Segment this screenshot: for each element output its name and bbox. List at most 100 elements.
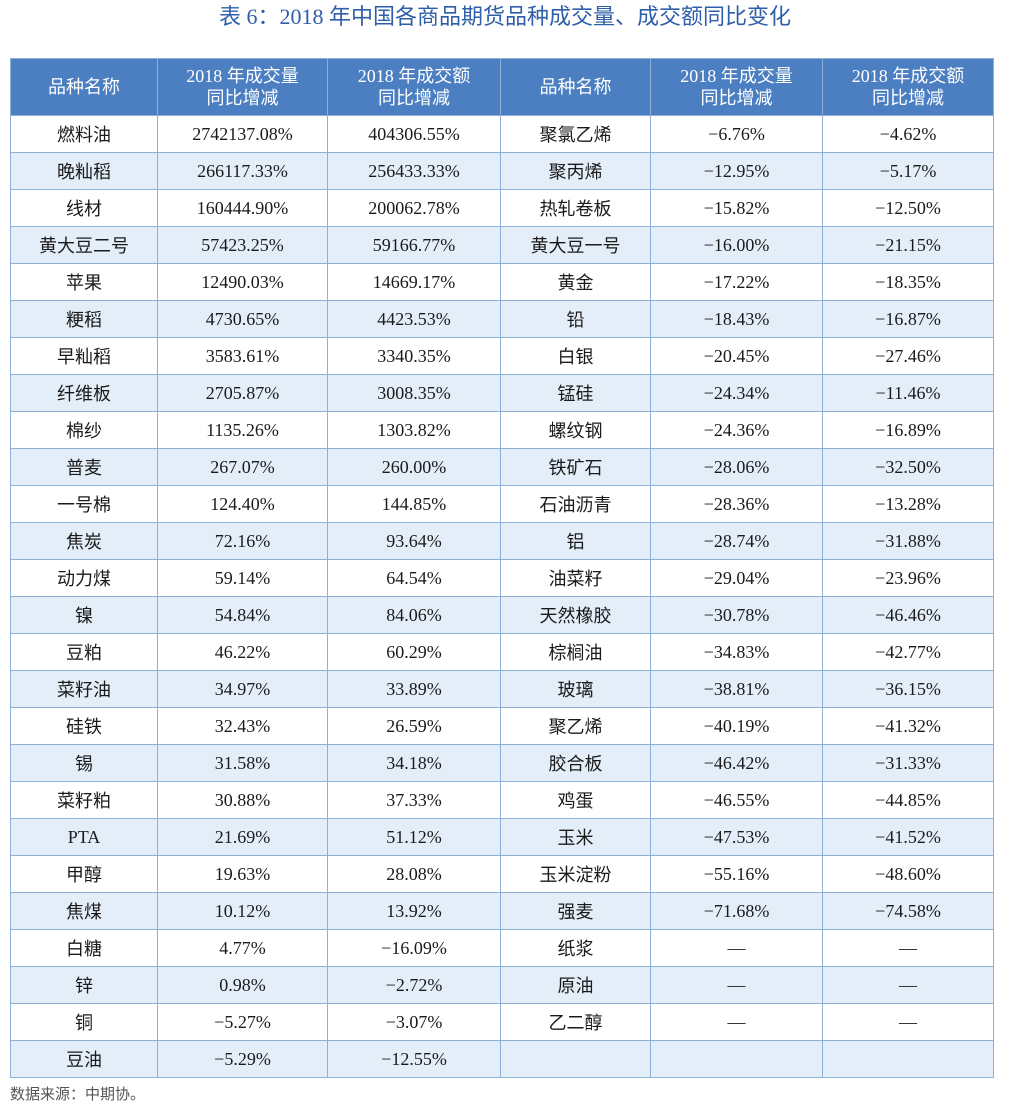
table-cell: 267.07% xyxy=(157,448,328,486)
table-cell: 豆粕 xyxy=(10,633,158,671)
table-cell: −46.42% xyxy=(650,744,823,782)
table-cell: −6.76% xyxy=(650,115,823,153)
table-cell: 64.54% xyxy=(327,559,501,597)
table-cell: 粳稻 xyxy=(10,300,158,338)
table-cell: −15.82% xyxy=(650,189,823,227)
header-line: 同比增减 xyxy=(700,88,773,108)
table-row: 白糖 4.77% −16.09% 纸浆 — — xyxy=(10,929,994,967)
table-cell: 菜籽油 xyxy=(10,670,158,708)
table-cell: 0.98% xyxy=(157,966,328,1004)
table-cell: 59166.77% xyxy=(327,226,501,264)
table-row: 粳稻 4730.65% 4423.53% 铅 −18.43% −16.87% xyxy=(10,300,994,338)
table-cell: −16.89% xyxy=(822,411,994,449)
table-row: 线材 160444.90% 200062.78% 热轧卷板 −15.82% −12.50% xyxy=(10,189,994,227)
table-cell: 白糖 xyxy=(10,929,158,967)
table-cell: 动力煤 xyxy=(10,559,158,597)
table-cell: −28.36% xyxy=(650,485,823,523)
table-cell: −16.87% xyxy=(822,300,994,338)
table-cell: 72.16% xyxy=(157,522,328,560)
table-cell: 14669.17% xyxy=(327,263,501,301)
table-cell: −31.33% xyxy=(822,744,994,782)
table-row: 豆油 −5.29% −12.55% xyxy=(10,1040,994,1078)
table-cell: 玉米淀粉 xyxy=(500,855,651,893)
table-cell: 白银 xyxy=(500,337,651,375)
table-cell: 26.59% xyxy=(327,707,501,745)
table-cell: 57423.25% xyxy=(157,226,328,264)
table-cell: — xyxy=(650,966,823,1004)
table-row: 甲醇 19.63% 28.08% 玉米淀粉 −55.16% −48.60% xyxy=(10,855,994,893)
table-cell: −12.95% xyxy=(650,152,823,190)
table-row: 硅铁 32.43% 26.59% 聚乙烯 −40.19% −41.32% xyxy=(10,707,994,745)
table-cell: 256433.33% xyxy=(327,152,501,190)
table-cell: 13.92% xyxy=(327,892,501,930)
table-cell: 菜籽粕 xyxy=(10,781,158,819)
table-cell: −20.45% xyxy=(650,337,823,375)
table-cell: 铜 xyxy=(10,1003,158,1041)
table-cell: 甲醇 xyxy=(10,855,158,893)
table-cell: 19.63% xyxy=(157,855,328,893)
table-cell: 螺纹钢 xyxy=(500,411,651,449)
table-cell: −4.62% xyxy=(822,115,994,153)
table-cell: — xyxy=(650,1003,823,1041)
table-cell: 2705.87% xyxy=(157,374,328,412)
table-cell: 强麦 xyxy=(500,892,651,930)
table-cell: −18.43% xyxy=(650,300,823,338)
table-cell: 石油沥青 xyxy=(500,485,651,523)
table-cell: −5.17% xyxy=(822,152,994,190)
table-cell: −41.32% xyxy=(822,707,994,745)
table-cell: 镍 xyxy=(10,596,158,634)
table-cell: 34.18% xyxy=(327,744,501,782)
table-cell: — xyxy=(650,929,823,967)
table-cell: 一号棉 xyxy=(10,485,158,523)
table-cell: −41.52% xyxy=(822,818,994,856)
table-row: PTA 21.69% 51.12% 玉米 −47.53% −41.52% xyxy=(10,818,994,856)
table-cell: 4730.65% xyxy=(157,300,328,338)
table-cell: 锡 xyxy=(10,744,158,782)
table-cell: −27.46% xyxy=(822,337,994,375)
table-row: 菜籽油 34.97% 33.89% 玻璃 −38.81% −36.15% xyxy=(10,670,994,708)
table-cell: −71.68% xyxy=(650,892,823,930)
table-cell: −74.58% xyxy=(822,892,994,930)
table-cell: −32.50% xyxy=(822,448,994,486)
header-row: 品种名称 2018 年成交量 同比增减 2018 年成交额 同比增减 品种名称 2018 年… xyxy=(10,58,994,116)
table-cell: 46.22% xyxy=(157,633,328,671)
header-cell: 2018 年成交额 同比增减 xyxy=(822,58,994,116)
table-cell: −55.16% xyxy=(650,855,823,893)
table-cell: 84.06% xyxy=(327,596,501,634)
table-cell: 棕榈油 xyxy=(500,633,651,671)
table-cell: −28.74% xyxy=(650,522,823,560)
table-cell: −46.55% xyxy=(650,781,823,819)
table-cell: −16.09% xyxy=(327,929,501,967)
table-body: 燃料油 2742137.08% 404306.55% 聚氯乙烯 −6.76% −4.62%… xyxy=(10,115,994,1078)
table-cell: 纸浆 xyxy=(500,929,651,967)
header-line: 同比增减 xyxy=(378,88,450,108)
table-row: 苹果 12490.03% 14669.17% 黄金 −17.22% −18.35% xyxy=(10,263,994,301)
table-cell: 2742137.08% xyxy=(157,115,328,153)
table-cell: 黄大豆一号 xyxy=(500,226,651,264)
table-cell: 3340.35% xyxy=(327,337,501,375)
table-cell: 锰硅 xyxy=(500,374,651,412)
table-cell: 热轧卷板 xyxy=(500,189,651,227)
table-row: 晚籼稻 266117.33% 256433.33% 聚丙烯 −12.95% −5.17% xyxy=(10,152,994,190)
table-cell: −3.07% xyxy=(327,1003,501,1041)
header-cell: 2018 年成交额 同比增减 xyxy=(327,58,501,116)
table-row: 铜 −5.27% −3.07% 乙二醇 — — xyxy=(10,1003,994,1041)
table-cell: 12490.03% xyxy=(157,263,328,301)
table-cell: 3583.61% xyxy=(157,337,328,375)
table-cell: 93.64% xyxy=(327,522,501,560)
header-line: 同比增减 xyxy=(872,88,944,108)
table-cell: −18.35% xyxy=(822,263,994,301)
table-cell: 油菜籽 xyxy=(500,559,651,597)
table-cell: −48.60% xyxy=(822,855,994,893)
table-cell: 54.84% xyxy=(157,596,328,634)
table-cell: 铝 xyxy=(500,522,651,560)
table-cell: 34.97% xyxy=(157,670,328,708)
table-cell: 早籼稻 xyxy=(10,337,158,375)
table-cell: 硅铁 xyxy=(10,707,158,745)
table-cell: 33.89% xyxy=(327,670,501,708)
table-cell: −23.96% xyxy=(822,559,994,597)
header-line: 2018 年成交量 xyxy=(186,66,299,86)
table-cell: 棉纱 xyxy=(10,411,158,449)
table-cell: 黄金 xyxy=(500,263,651,301)
